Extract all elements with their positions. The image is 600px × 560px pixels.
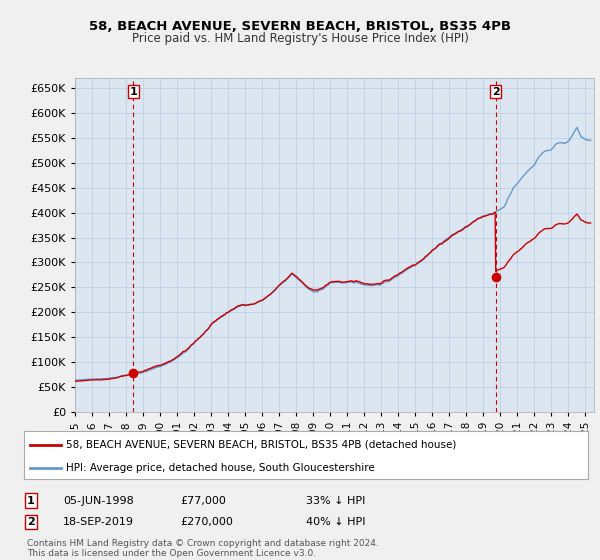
Text: £77,000: £77,000 — [180, 496, 226, 506]
Text: 58, BEACH AVENUE, SEVERN BEACH, BRISTOL, BS35 4PB (detached house): 58, BEACH AVENUE, SEVERN BEACH, BRISTOL,… — [66, 440, 457, 450]
Text: 2: 2 — [492, 87, 500, 97]
Text: £270,000: £270,000 — [180, 517, 233, 527]
Text: Price paid vs. HM Land Registry's House Price Index (HPI): Price paid vs. HM Land Registry's House … — [131, 32, 469, 45]
Text: 40% ↓ HPI: 40% ↓ HPI — [306, 517, 365, 527]
Text: 2: 2 — [27, 517, 35, 527]
Text: 18-SEP-2019: 18-SEP-2019 — [63, 517, 134, 527]
Text: HPI: Average price, detached house, South Gloucestershire: HPI: Average price, detached house, Sout… — [66, 463, 375, 473]
Text: Contains HM Land Registry data © Crown copyright and database right 2024.
This d: Contains HM Land Registry data © Crown c… — [27, 539, 379, 558]
Text: 1: 1 — [130, 87, 137, 97]
Text: 1: 1 — [27, 496, 35, 506]
Text: 05-JUN-1998: 05-JUN-1998 — [63, 496, 134, 506]
Text: 33% ↓ HPI: 33% ↓ HPI — [306, 496, 365, 506]
Text: 58, BEACH AVENUE, SEVERN BEACH, BRISTOL, BS35 4PB: 58, BEACH AVENUE, SEVERN BEACH, BRISTOL,… — [89, 20, 511, 32]
